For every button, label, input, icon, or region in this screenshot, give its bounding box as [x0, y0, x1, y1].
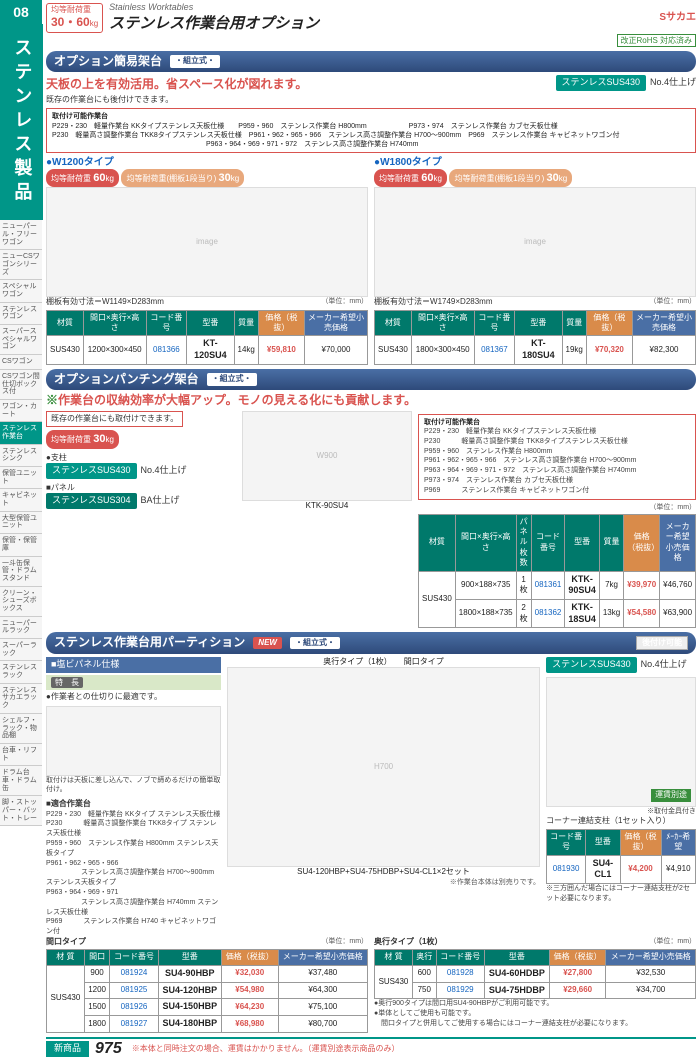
page-number: 975	[95, 1039, 122, 1059]
lead-text: 天板の上を有効活用。省スペース化が図れます。	[46, 77, 550, 93]
subsection-tab[interactable]: ニューパール・フリーワゴン	[0, 220, 42, 250]
product-image: image	[46, 187, 368, 297]
partition-image: H700	[227, 667, 540, 867]
subsection-tab[interactable]: ワゴン・カート	[0, 400, 42, 422]
product-image: W900	[242, 411, 412, 501]
category-title: ステンレス製品	[0, 24, 43, 220]
page-footer: 新商品 975 ※本体と同時注文の場合、運賃はかかりません。（運賃別途表示商品の…	[46, 1037, 696, 1059]
load-badge: 均等耐荷重30・60kg	[46, 3, 103, 33]
subsection-tab[interactable]: 脚・ストッパー・バット・トレー	[0, 796, 42, 826]
subsection-tab[interactable]: 大型保管ユニット	[0, 512, 42, 534]
subsection-tab[interactable]: シェルフ・ラック・物品棚	[0, 714, 42, 744]
subsection-tab[interactable]: ドラム台車・ドラム缶	[0, 766, 42, 796]
spec-table-width: 材 質間口コード番号型番価格（税抜）メーカー希望小売価格SUS430900081…	[46, 949, 368, 1032]
category-number: 08	[0, 0, 42, 24]
section-punching: オプションパンチング架台・組立式・ ※作業台の収納効率が大幅アップ。モノの見える…	[46, 369, 696, 629]
spec-table-punching: 材質間口×奥行×高さパネル枚数コード番号型番質量価格（税抜）メーカー希望小売価格…	[418, 514, 696, 629]
subsection-tab[interactable]: クリーン・シューズボックス	[0, 587, 42, 617]
subsection-tab[interactable]: キャビネット	[0, 489, 42, 511]
product-image: image	[374, 187, 696, 297]
category-sidebar: 08 ステンレス製品 ニューパール・フリーワゴンニューCSワゴンシリーズスペシャ…	[0, 0, 42, 1059]
subsection-tab[interactable]: 台車・リフト	[0, 744, 42, 766]
subsection-tab[interactable]: ステンレスワゴン	[0, 303, 42, 325]
compatible-box: 取付け可能作業台 P229・230 軽量作業台 KKタイプステンレス天板仕様P2…	[418, 414, 696, 500]
subsection-tab[interactable]: ステンレスシンク	[0, 445, 42, 467]
material-pill: ステンレスSUS430	[556, 75, 647, 91]
corner-image: 運賃別途	[546, 677, 696, 807]
subsection-tab[interactable]: ステンレスサカエラック	[0, 684, 42, 714]
subsection-tab[interactable]: スペシャルワゴン	[0, 280, 42, 302]
subsection-tab[interactable]: ステンレス作業台	[0, 422, 42, 444]
section-header: オプション簡易架台・組立式・	[46, 51, 696, 73]
subtitle-en: Stainless Worktables	[109, 2, 319, 14]
subsection-tab[interactable]: ニューパールラック	[0, 617, 42, 639]
subsection-tab[interactable]: 保管・保管庫	[0, 534, 42, 556]
subsection-tab[interactable]: 保管ユニット	[0, 467, 42, 489]
subsection-tabs: ニューパール・フリーワゴンニューCSワゴンシリーズスペシャルワゴンステンレスワゴ…	[0, 220, 42, 826]
new-badge: NEW	[253, 637, 282, 649]
load-pill: 均等耐荷重 30kg	[46, 430, 119, 448]
section-shelf-option: オプション簡易架台・組立式・ 天板の上を有効活用。省スペース化が図れます。 既存…	[46, 51, 696, 365]
subsection-tab[interactable]: 一斗缶保管・ドラムスタンド	[0, 557, 42, 587]
subsection-tab[interactable]: ニューCSワゴンシリーズ	[0, 250, 42, 280]
subsection-tab[interactable]: CSワゴン間仕切ボックス付	[0, 370, 42, 400]
mounting-image	[46, 706, 221, 776]
section-partition: ステンレス作業台用パーティションNEW・組立式・後付け可能 ■塩ビパネル仕様 特…	[46, 632, 696, 1032]
subsection-tab[interactable]: スーパーラック	[0, 639, 42, 661]
brand-logo: Sサカエ	[659, 11, 696, 24]
page-title: ステンレス作業台用オプション	[109, 14, 319, 34]
new-products-label: 新商品	[46, 1041, 89, 1057]
subsection-tab[interactable]: CSワゴン	[0, 355, 42, 370]
subsection-tab[interactable]: ステンレスラック	[0, 661, 42, 683]
main-content: 均等耐荷重30・60kg Stainless Worktables ステンレス作…	[42, 0, 700, 1059]
compatible-tables-box: 取付け可能作業台 P229・230 軽量作業台 KKタイプステンレス天板仕様 P…	[46, 108, 696, 152]
spec-table-depth: 材 質奥行コード番号型番価格（税抜）メーカー希望小売価格SUS430600081…	[374, 949, 696, 999]
subsection-tab[interactable]: スーパースペシャルワゴン	[0, 325, 42, 355]
page-header: 均等耐荷重30・60kg Stainless Worktables ステンレス作…	[46, 0, 696, 35]
rohs-badge: 改正RoHS 対応済み	[617, 34, 697, 47]
